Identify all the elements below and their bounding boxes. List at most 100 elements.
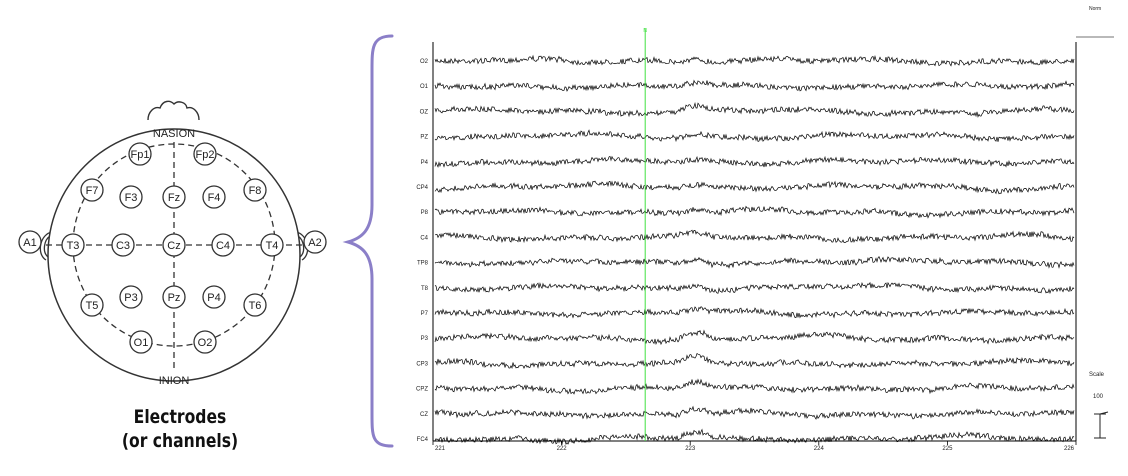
channel-label-p8: P8 <box>421 210 429 216</box>
electrode-f3: F3 <box>119 185 143 209</box>
electrode-c4-circle <box>211 233 235 257</box>
nasion-label: NASION <box>153 128 195 140</box>
electrode-cz-circle <box>162 233 186 257</box>
electrode-p3-label: P3 <box>124 292 137 304</box>
electrode-fp2-label: Fp2 <box>196 149 215 161</box>
channel-label-cpz: CPZ <box>416 387 428 393</box>
electrode-a2-circle <box>303 230 327 254</box>
scale-bar <box>1094 411 1109 439</box>
channel-label-tp8: TP8 <box>417 261 429 267</box>
electrode-t6-label: T6 <box>249 300 262 312</box>
eeg-traces <box>434 54 1075 446</box>
electrode-p4-label: P4 <box>207 292 220 304</box>
trace-o1 <box>434 79 1075 92</box>
channel-label-t8: T8 <box>421 286 429 292</box>
electrode-o1-label: O1 <box>134 337 149 349</box>
electrode-p4-circle <box>202 285 226 309</box>
electrode-a1-circle <box>18 230 42 254</box>
electrode-t6-circle <box>243 293 267 317</box>
channel-label-o2: O2 <box>420 59 429 65</box>
x-tick-label: 224 <box>814 446 825 452</box>
eeg-electrode-head-diagram: NASION INION Fp1 Fp2 F7 F3 Fz F4 F8 A1 T3 C3 Cz C4 T… <box>18 100 327 387</box>
caption-line-2: (or channels) <box>121 430 239 452</box>
electrode-t5-label: T5 <box>86 300 99 312</box>
channel-label-pz: PZ <box>420 135 428 141</box>
trace-cp4 <box>434 180 1075 195</box>
trace-oz <box>434 102 1075 118</box>
trace-pz <box>434 129 1075 143</box>
electrode-c3: C3 <box>111 233 135 257</box>
electrode-p4: P4 <box>202 285 226 309</box>
channel-label-p7: P7 <box>421 311 429 317</box>
electrode-f4-circle <box>202 185 226 209</box>
electrode-pz: Pz <box>162 285 186 309</box>
channel-label-cp3: CP3 <box>416 361 428 367</box>
electrode-fp2-circle <box>193 142 217 166</box>
electrode-f7: F7 <box>80 178 104 202</box>
electrode-cz-label: Cz <box>167 240 180 252</box>
electrode-a2-label: A2 <box>308 237 321 249</box>
electrode-fp2: Fp2 <box>193 142 217 166</box>
electrode-o1-circle <box>129 330 153 354</box>
electrode-c4-label: C4 <box>216 240 230 252</box>
electrode-pz-label: Pz <box>168 292 181 304</box>
electrode-cz: Cz <box>162 233 186 257</box>
electrode-fz: Fz <box>162 185 186 209</box>
electrode-f3-circle <box>119 185 143 209</box>
scale-value: 100 <box>1093 394 1104 400</box>
electrode-t3: T3 <box>61 233 85 257</box>
electrode-c3-label: C3 <box>116 240 130 252</box>
electrode-f8-label: F8 <box>249 185 262 197</box>
time-cursor-label: N <box>643 28 647 34</box>
electrode-o2-label: O2 <box>198 337 213 349</box>
electrode-fz-label: Fz <box>168 192 180 204</box>
electrode-t3-circle <box>61 233 85 257</box>
electrode-o2: O2 <box>193 330 217 354</box>
norm-label[interactable]: Norm <box>1089 6 1101 12</box>
electrode-f4-label: F4 <box>208 192 221 204</box>
electrode-c4: C4 <box>211 233 235 257</box>
electrode-fz-circle <box>162 185 186 209</box>
electrode-t4-circle <box>260 233 284 257</box>
trace-fc4 <box>434 428 1075 446</box>
inion-label: INION <box>159 375 190 387</box>
electrode-t5: T5 <box>80 293 104 317</box>
electrode-f8-circle <box>243 178 267 202</box>
channel-label-fc4: FC4 <box>417 437 429 443</box>
electrode-f8: F8 <box>243 178 267 202</box>
electrode-f4: F4 <box>202 185 226 209</box>
electrode-fp1-label: Fp1 <box>131 149 150 161</box>
trace-t8 <box>434 281 1075 295</box>
trace-p3 <box>434 329 1075 346</box>
x-tick-label: 226 <box>1064 446 1075 452</box>
electrode-t5-circle <box>80 293 104 317</box>
electrode-fp1: Fp1 <box>128 142 152 166</box>
trace-p7 <box>434 306 1075 319</box>
electrode-t6: T6 <box>243 293 267 317</box>
time-axis-ticks: 221 222 223 224 225 226 <box>432 441 1077 452</box>
nose-outline <box>147 100 200 121</box>
electrode-f7-circle <box>80 178 104 202</box>
curly-brace <box>342 34 394 448</box>
scale-label: Scale <box>1089 372 1105 378</box>
x-tick-label: 225 <box>942 446 953 452</box>
trace-tp8 <box>434 256 1075 269</box>
channel-label-cz: CZ <box>420 412 428 418</box>
channel-label-c4: C4 <box>420 235 428 241</box>
channel-labels: O2 O1 OZ PZ P4 CP4 P8 C4 TP8 T8 P7 P3 CP3 CPZ CZ FC4 <box>416 59 429 443</box>
electrode-p3-circle <box>119 285 143 309</box>
electrode-t3-label: T3 <box>67 240 80 252</box>
electrode-o2-circle <box>193 330 217 354</box>
electrode-p3: P3 <box>119 285 143 309</box>
electrode-t4: T4 <box>260 233 284 257</box>
electrode-o1: O1 <box>129 330 153 354</box>
brace-path <box>342 34 394 448</box>
electrode-f7-label: F7 <box>86 185 99 197</box>
electrode-t4-label: T4 <box>266 240 279 252</box>
electrode-fp1-circle <box>128 142 152 166</box>
electrode-c3-circle <box>111 233 135 257</box>
electrode-pz-circle <box>162 285 186 309</box>
x-tick-label: 221 <box>435 446 446 452</box>
caption-line-1: Electrodes <box>133 406 227 428</box>
